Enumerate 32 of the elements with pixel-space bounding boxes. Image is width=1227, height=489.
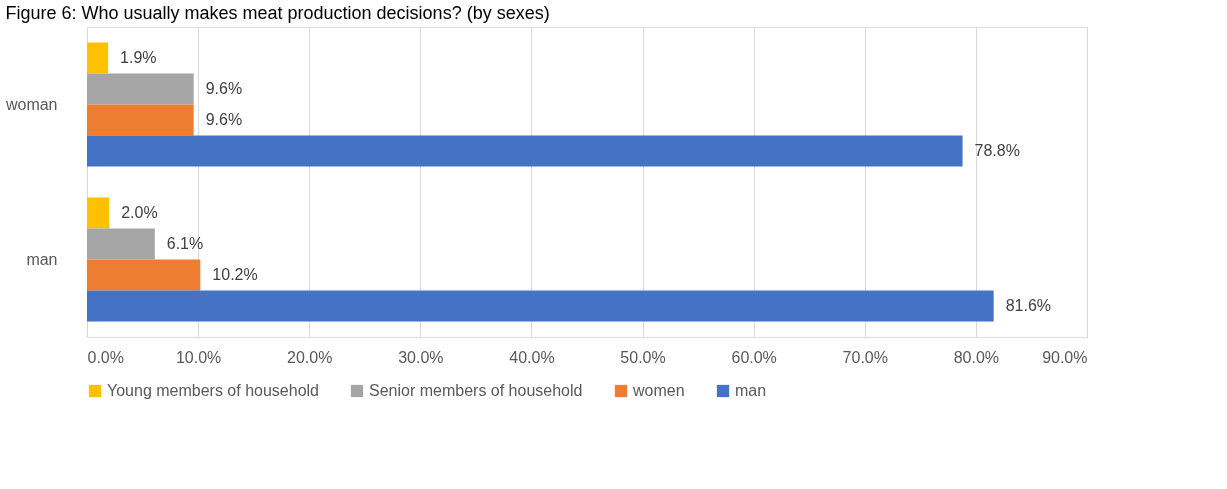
x-tick-label: 40.0% [509, 348, 555, 366]
x-tick-label: 80.0% [953, 348, 1000, 366]
chart-title: Figure 6: Who usually makes meat production decisions? (by sexes) [5, 3, 550, 23]
bar [87, 42, 109, 74]
data-label: 1.9% [120, 49, 157, 66]
bar [87, 259, 201, 291]
data-label: 9.6% [205, 111, 243, 128]
legend-label: women [632, 382, 685, 399]
bar [87, 104, 194, 136]
data-label: 10.2% [212, 266, 258, 283]
legend-label: Young members of household [107, 382, 319, 399]
bar [87, 197, 110, 229]
data-label: 78.8% [974, 142, 1020, 159]
x-tick-label: 10.0% [175, 348, 222, 366]
data-label: 81.6% [1005, 297, 1052, 314]
data-label: 6.1% [166, 235, 204, 252]
legend-label: man [735, 382, 767, 399]
x-tick-label: 30.0% [398, 348, 444, 366]
x-tick-label: 0.0% [87, 348, 124, 366]
x-tick-label: 20.0% [287, 348, 333, 366]
legend-label: Senior members of household [369, 382, 583, 399]
bar [87, 73, 194, 105]
y-tick-label: woman [4, 95, 58, 113]
bar [87, 228, 155, 260]
data-label: 2.0% [121, 204, 158, 221]
bar [87, 290, 994, 322]
x-tick-label: 70.0% [842, 348, 888, 366]
x-tick-label: 60.0% [731, 348, 777, 366]
data-label: 9.6% [205, 80, 243, 97]
x-tick-label: 50.0% [620, 348, 666, 366]
x-tick-label: 90.0% [1042, 348, 1088, 366]
bar [87, 135, 963, 167]
